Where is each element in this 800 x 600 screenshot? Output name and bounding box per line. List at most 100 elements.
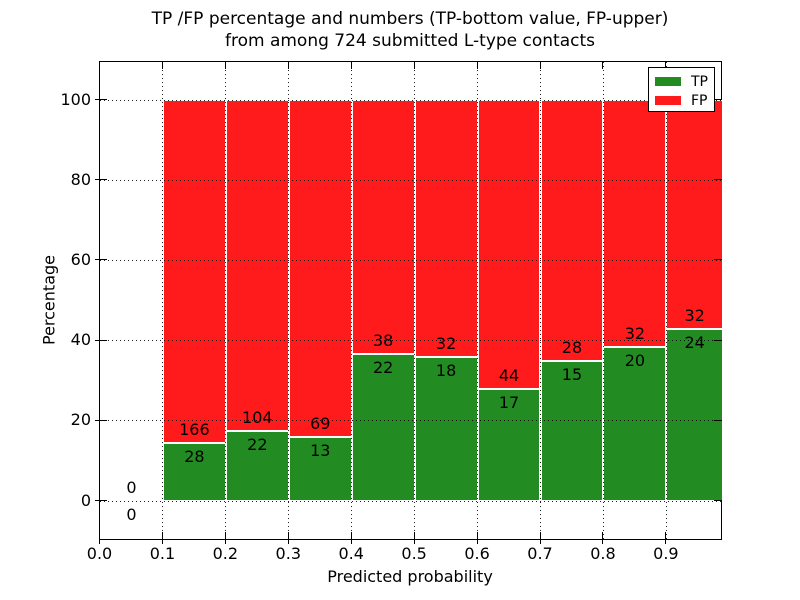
x-tick-mark [161, 532, 163, 544]
fp-bar-segment [666, 100, 723, 330]
fp-count-label: 104 [242, 407, 273, 427]
tp-count-label: 18 [435, 360, 457, 380]
fp-bar-segment [225, 100, 289, 431]
gridline-horizontal [100, 420, 723, 422]
legend: TP FP [648, 67, 715, 112]
fp-count-label: 32 [684, 306, 705, 326]
x-tick-mark [539, 532, 541, 544]
y-tick-mark-right [714, 419, 722, 421]
chart-title-line1: TP /FP percentage and numbers (TP-bottom… [151, 9, 669, 29]
y-tick-label: 60 [70, 249, 91, 269]
y-tick-label: 0 [80, 490, 91, 510]
y-tick-label: 100 [60, 89, 91, 109]
x-tick-mark-top [99, 61, 100, 69]
x-tick-label: 0.6 [464, 544, 490, 563]
chart-title-line2: from among 724 submitted L-type contacts [224, 31, 596, 51]
x-tick-mark-top [476, 61, 478, 69]
x-tick-mark-top [602, 61, 604, 69]
gridline-horizontal [100, 340, 723, 342]
tp-count-label: 28 [184, 447, 205, 467]
y-tick-mark [95, 259, 107, 261]
y-tick-label: 20 [70, 410, 91, 430]
x-tick-mark [350, 532, 352, 544]
tp-bar-segment [666, 329, 723, 501]
plot-area: 0 0 166 28 104 22 69 13 38 22 32 18 44 17 28 15 32 20 32 24 [99, 61, 723, 541]
tp-legend-swatch [655, 77, 681, 86]
fp-count-label: 69 [310, 414, 331, 434]
tp-count-label: 17 [498, 393, 520, 413]
gridline-vertical [225, 62, 227, 541]
tp-bar-segment [477, 389, 541, 501]
y-tick-mark-right [714, 179, 722, 181]
tp-count-label: 13 [310, 441, 331, 461]
y-tick-mark [95, 419, 107, 421]
fp-count-label: 44 [498, 366, 520, 386]
tp-count-label: 22 [247, 434, 268, 454]
y-tick-mark-right [714, 339, 722, 341]
x-tick-mark [665, 532, 667, 544]
y-tick-mark-right [714, 259, 722, 261]
x-tick-label: 0.9 [653, 544, 679, 563]
x-tick-mark-top [224, 61, 226, 69]
x-tick-mark [413, 532, 415, 544]
gridline-horizontal [100, 259, 723, 261]
tp-bar-segment [603, 346, 667, 501]
x-tick-label: 0.8 [590, 544, 616, 563]
tp-bar-segment [351, 353, 415, 501]
gridline-vertical [414, 62, 416, 541]
x-tick-label: 0.5 [401, 544, 427, 563]
y-tick-mark [95, 339, 107, 341]
gridline-vertical [288, 62, 290, 541]
gridline-vertical [477, 62, 479, 541]
fp-count-label: 28 [561, 338, 583, 358]
gridline-vertical [351, 62, 353, 541]
x-tick-label: 0.0 [86, 544, 113, 563]
gridline-horizontal [100, 99, 723, 101]
y-tick-mark-right [714, 99, 722, 100]
y-tick-mark-right [714, 500, 722, 501]
y-tick-label: 40 [70, 330, 91, 350]
fp-count-label: 32 [624, 323, 646, 343]
x-tick-label: 0.2 [212, 544, 239, 563]
legend-item-tp: TP [655, 73, 714, 90]
x-tick-mark [99, 532, 100, 544]
tp-count-label: 24 [684, 333, 705, 353]
y-tick-mark [95, 99, 107, 100]
tp-count-label: 22 [372, 357, 394, 377]
x-tick-label: 0.3 [275, 544, 302, 563]
x-tick-mark [476, 532, 478, 544]
tp-count-label: 20 [624, 350, 646, 370]
x-tick-mark-top [350, 61, 352, 69]
fp-bar-segment [603, 100, 667, 347]
fp-bar-segment [414, 100, 478, 357]
y-tick-label: 80 [70, 169, 91, 189]
fp-bar-segment [351, 100, 415, 354]
fp-bar-segment [162, 100, 226, 444]
tp-bar-segment [225, 430, 289, 501]
gridline-vertical [602, 62, 604, 541]
x-axis-label: Predicted probability [327, 567, 493, 586]
x-tick-mark-top [665, 61, 667, 69]
fp-count-label: 32 [435, 333, 457, 353]
y-tick-mark [95, 179, 107, 181]
x-tick-mark [287, 532, 289, 544]
tp-count-label: 0 [126, 505, 137, 524]
x-tick-label: 0.7 [527, 544, 553, 563]
fp-bar-segment [540, 100, 604, 362]
fp-count-label: 166 [179, 420, 210, 440]
x-tick-mark-top [287, 61, 289, 69]
x-tick-mark-top [161, 61, 163, 69]
x-tick-mark-top [539, 61, 541, 69]
fp-count-label: 38 [372, 330, 394, 350]
x-tick-label: 0.4 [338, 544, 364, 563]
fp-legend-label: FP [691, 92, 708, 109]
x-tick-mark [602, 532, 604, 544]
gridline-horizontal [100, 179, 723, 181]
x-tick-mark [224, 532, 226, 544]
fp-legend-swatch [655, 96, 681, 105]
fp-bar-segment [477, 100, 541, 390]
gridline-vertical [665, 62, 667, 541]
tp-count-label: 15 [561, 365, 583, 385]
gridline-vertical [162, 62, 164, 541]
